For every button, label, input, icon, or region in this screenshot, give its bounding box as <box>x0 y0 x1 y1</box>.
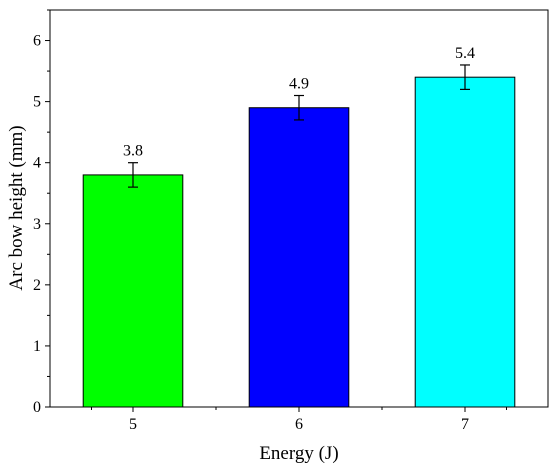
x-tick-label: 5 <box>129 416 137 433</box>
y-tick-label: 2 <box>33 277 41 294</box>
plot-frame <box>49 9 549 408</box>
data-label-6: 4.9 <box>289 76 309 93</box>
y-tick-label: 3 <box>33 216 41 233</box>
x-tick-label: 7 <box>461 416 469 433</box>
y-axis-ticks: 0 1 2 3 4 5 6 <box>33 9 50 416</box>
x-tick-label: 6 <box>295 416 303 433</box>
bar-7 <box>414 76 516 408</box>
y-tick-label: 6 <box>33 33 41 50</box>
data-label-5: 3.8 <box>123 143 143 160</box>
y-tick-label: 5 <box>33 94 41 111</box>
plot-marks: 3.8 4.9 5.4 <box>82 45 516 408</box>
bar-5 <box>82 174 184 408</box>
y-axis-title: Arc bow height (mm) <box>6 125 27 290</box>
y-tick-label: 1 <box>33 338 41 355</box>
y-tick-label: 4 <box>33 155 41 172</box>
bar-6 <box>248 107 350 408</box>
x-axis-title: Energy (J) <box>259 443 338 464</box>
data-label-7: 5.4 <box>455 45 475 62</box>
y-tick-label: 0 <box>33 399 41 416</box>
